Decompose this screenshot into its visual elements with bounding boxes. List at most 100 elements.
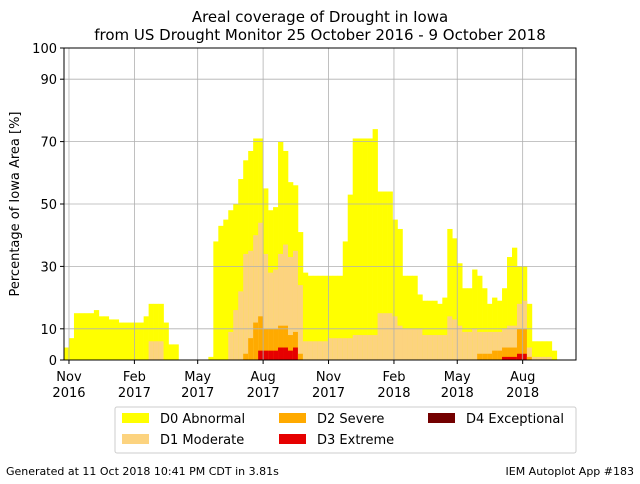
bar-d0-2017-01-10 xyxy=(118,322,125,360)
bar-d3-2018-07-03 xyxy=(502,356,508,360)
bar-d0-2017-05-16 xyxy=(208,356,214,360)
legend-frame xyxy=(114,406,577,454)
bar-d3-2017-08-01 xyxy=(263,350,269,360)
bar-d2-2018-07-24 xyxy=(516,328,523,360)
bar-d1-2017-06-13 xyxy=(228,331,234,360)
bar-d1-2017-08-29 xyxy=(283,244,289,360)
bar-d0-2016-12-13 xyxy=(98,316,105,360)
y-tick-label: 50 xyxy=(40,198,57,213)
footer-generated: Generated at 11 Oct 2018 10:41 PM CDT in… xyxy=(6,465,279,478)
bar-d2-2018-08-07 xyxy=(526,356,533,360)
bar-d0-2017-03-14 xyxy=(163,322,169,360)
bar-d1-2018-05-08 xyxy=(462,331,468,360)
bar-d0-2017-11-28 xyxy=(347,194,354,360)
bar-d1-2017-10-31 xyxy=(327,338,334,360)
bar-d1-2018-07-10 xyxy=(507,325,513,360)
bar-d2-2018-07-31 xyxy=(521,328,528,360)
bar-d1-2018-01-09 xyxy=(377,313,383,360)
bar-d0-2016-11-01 xyxy=(68,338,75,360)
bar-d1-2017-09-12 xyxy=(292,250,299,360)
bar-d0-2017-12-12 xyxy=(357,138,363,360)
bar-d0-2018-08-14 xyxy=(531,341,538,360)
bar-d0-2016-11-15 xyxy=(78,313,85,360)
chart-subtitle: from US Drought Monitor 25 October 2016 … xyxy=(94,26,546,44)
bar-d1-2017-11-14 xyxy=(337,338,344,360)
y-tick-label: 100 xyxy=(32,42,57,57)
bar-d0-2017-02-07 xyxy=(138,322,144,360)
x-tick-label-year: 2016 xyxy=(52,386,85,401)
x-axis-ticks: Nov2016Feb2017May2017Aug2017Nov2017Feb20… xyxy=(52,360,539,401)
bar-d0-2017-06-27 xyxy=(238,179,244,360)
bar-d1-2018-06-12 xyxy=(487,331,493,360)
x-tick-label-month: Nov xyxy=(316,370,342,385)
bar-d0-2017-03-28 xyxy=(173,344,179,360)
bar-d2-2017-08-01 xyxy=(263,328,269,360)
bar-d1-2018-07-17 xyxy=(512,325,518,360)
bar-d1-2018-03-27 xyxy=(432,335,438,360)
bar-d0-2018-02-20 xyxy=(407,275,413,360)
bar-d0-2018-04-17 xyxy=(447,228,453,360)
y-axis-label: Percentage of Iowa Area [%] xyxy=(8,112,23,297)
bar-d0-2017-01-24 xyxy=(128,322,134,360)
bar-d1-2018-02-06 xyxy=(397,325,403,360)
bar-d0-2017-06-13 xyxy=(228,210,234,360)
bar-d1-2018-04-03 xyxy=(437,335,443,360)
bar-d1-2017-06-27 xyxy=(238,291,244,360)
drought-bars xyxy=(64,129,558,360)
bar-d0-2018-09-11 xyxy=(551,350,558,360)
bar-d1-2018-02-27 xyxy=(412,328,418,360)
bar-d1-2017-03-07 xyxy=(158,341,164,360)
bar-d1-2017-09-26 xyxy=(302,341,309,360)
bar-d2-2017-09-05 xyxy=(288,335,294,360)
legend-swatch-3 xyxy=(279,434,306,444)
x-tick-label-year: 2017 xyxy=(118,386,151,401)
legend-swatch-2 xyxy=(279,413,306,423)
bar-d1-2017-07-25 xyxy=(258,222,264,360)
bar-d2-2018-07-17 xyxy=(512,347,518,360)
bar-d1-2018-02-13 xyxy=(402,328,408,360)
bar-d0-2017-09-26 xyxy=(302,272,309,360)
bar-d3-2017-07-25 xyxy=(258,350,264,360)
bar-d2-2017-07-25 xyxy=(258,316,264,360)
bar-d1-2017-09-19 xyxy=(297,285,304,360)
bar-d0-2018-07-10 xyxy=(507,257,513,360)
bar-d3-2018-07-31 xyxy=(521,353,528,360)
bar-d0-2018-05-08 xyxy=(462,288,468,360)
bar-d0-2017-10-17 xyxy=(317,275,324,360)
bar-d1-2017-06-20 xyxy=(233,310,239,360)
bar-d2-2017-09-12 xyxy=(292,331,299,360)
bar-d0-2017-08-22 xyxy=(278,141,284,360)
bar-d1-2017-07-11 xyxy=(248,250,254,360)
footer-app: IEM Autoplot App #183 xyxy=(506,465,635,478)
bar-d1-2017-12-05 xyxy=(352,335,358,360)
bar-d1-2018-05-01 xyxy=(457,325,463,360)
bar-d0-2017-12-26 xyxy=(367,138,373,360)
x-tick-label-year: 2017 xyxy=(312,386,345,401)
bar-d1-2017-10-24 xyxy=(322,341,329,360)
bar-d0-2018-04-03 xyxy=(437,303,443,360)
bar-d0-2017-03-21 xyxy=(168,344,174,360)
bar-d3-2018-07-17 xyxy=(512,356,518,360)
x-tick-label-year: 2018 xyxy=(506,386,539,401)
bar-d0-2016-12-20 xyxy=(103,316,110,360)
bar-d0-2017-01-17 xyxy=(123,322,130,360)
bar-d1-2018-05-15 xyxy=(467,331,473,360)
bar-d0-2018-09-04 xyxy=(546,341,553,360)
y-tick-label: 0 xyxy=(49,354,57,369)
bar-d1-2018-04-17 xyxy=(447,316,453,360)
bar-d0-2018-05-15 xyxy=(467,288,473,360)
bar-d0-2018-05-29 xyxy=(477,275,483,360)
bar-d1-2018-04-10 xyxy=(442,335,448,360)
bar-d1-2017-10-10 xyxy=(312,341,319,360)
bar-d0-2016-12-06 xyxy=(93,310,100,360)
bar-d1-2017-10-03 xyxy=(307,341,314,360)
legend-swatch-4 xyxy=(428,413,455,423)
bar-d3-2017-09-12 xyxy=(292,347,299,360)
bar-d1-2018-08-07 xyxy=(526,347,533,360)
bar-d2-2017-08-22 xyxy=(278,325,284,360)
bar-d1-2018-06-19 xyxy=(492,331,498,360)
bar-d1-2018-06-26 xyxy=(497,331,503,360)
bar-d0-2018-04-24 xyxy=(452,238,458,360)
bar-d0-2017-11-21 xyxy=(342,241,349,360)
